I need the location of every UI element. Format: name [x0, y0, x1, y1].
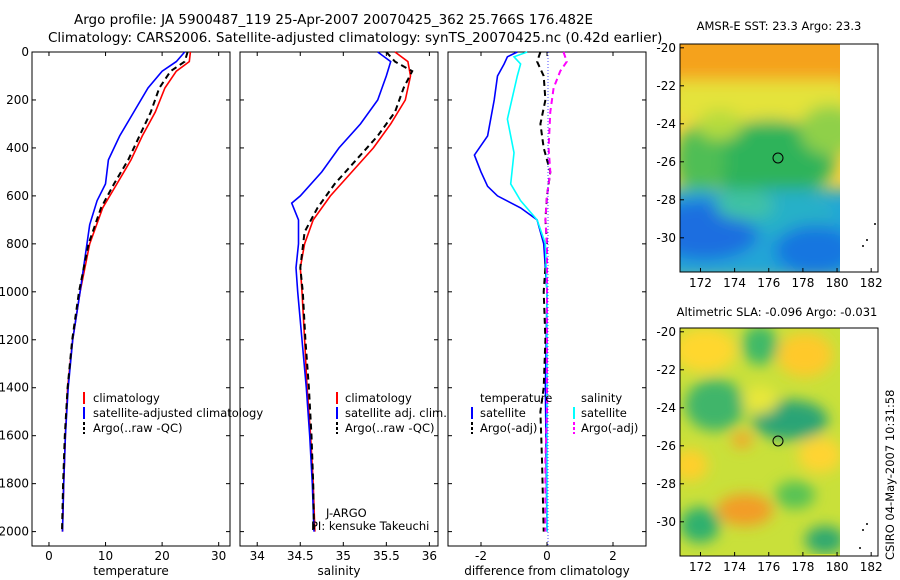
map-x-tick-label: 174 [723, 560, 746, 574]
series-line-salinity-argo-adj [544, 51, 568, 532]
x-tick-label: 34 [250, 549, 265, 563]
y-tick-label: 0 [21, 45, 29, 59]
sst-profile-marker [772, 152, 784, 164]
series-line-satellite-adjusted-climatology [61, 51, 186, 532]
pi-label: PI: kensuke Takeuchi [311, 519, 429, 533]
map-x-tick-label: 174 [723, 276, 746, 290]
temperature-legend: climatology satellite-adjusted climatolo… [83, 391, 263, 435]
y-tick-label: 800 [6, 237, 29, 251]
salinity-legend: climatology satellite adj. clim. Argo(..… [336, 391, 447, 435]
difference-series [473, 51, 568, 532]
map-y-tick-label: -28 [656, 193, 676, 207]
y-tick-label: 200 [6, 93, 29, 107]
sla-heatmap [680, 328, 840, 556]
map-y-tick-label: -22 [656, 79, 676, 93]
map-x-tick-label: 178 [791, 560, 814, 574]
difference-xlabel: difference from climatology [464, 564, 630, 578]
map-x-tick-label: 180 [826, 276, 849, 290]
program-label: J-ARGO [325, 506, 367, 520]
sst-map-axes: 172 174 176 178 180 182 -20 -22 -24 -26 -28 -30 [656, 41, 882, 290]
series-line-temperature-argo-adj [536, 51, 552, 532]
figure-title-line1: Argo profile: JA 5900487_119 25-Apr-2007… [74, 12, 593, 28]
figure-title-line2: Climatology: CARS2006. Satellite-adjuste… [48, 30, 662, 46]
series-line-satellite-adj-clim [290, 51, 392, 532]
legend-label-argo: Argo(..raw -QC) [345, 421, 435, 435]
y-tick-label: 1000 [0, 285, 29, 299]
map-y-tick-label: -30 [656, 231, 676, 245]
series-line-climatology [299, 51, 412, 532]
y-tick-label: 1400 [0, 381, 29, 395]
series-line-salinity-satellite [506, 51, 548, 532]
map-x-tick-label: 182 [860, 560, 883, 574]
legend-title-temperature: temperature [480, 391, 552, 405]
y-tick-label: 1200 [0, 333, 29, 347]
difference-axes: -2 0 2 [448, 51, 646, 563]
salinity-panel-frame [239, 51, 439, 547]
y-tick-label: 1800 [0, 477, 29, 491]
x-tick-label: 34.5 [287, 549, 314, 563]
legend-title-salinity: salinity [581, 391, 622, 405]
map-y-tick-label: -20 [656, 41, 676, 55]
sla-profile-marker [772, 435, 784, 447]
x-tick-label: 0 [45, 549, 53, 563]
x-tick-label: 2 [609, 549, 617, 563]
map-x-tick-label: 176 [757, 560, 780, 574]
x-tick-label: 0 [543, 549, 551, 563]
legend-label-temp-satellite: satellite [480, 406, 526, 420]
x-tick-label: 10 [98, 549, 113, 563]
temperature-axes: 0 10 20 30 0 200 400 600 800 1000 1200 1400 1600 1800… [0, 45, 230, 563]
map-x-tick-label: 182 [860, 276, 883, 290]
x-tick-label: 20 [154, 549, 169, 563]
legend-label-climatology: climatology [93, 391, 160, 405]
y-tick-label: 1600 [0, 429, 29, 443]
salinity-series [290, 51, 414, 532]
sla-map-frame [679, 327, 879, 557]
legend-label-argo: Argo(..raw -QC) [93, 421, 183, 435]
salinity-xlabel: salinity [317, 564, 360, 578]
sst-map-title: AMSR-E SST: 23.3 Argo: 23.3 [697, 19, 862, 33]
credit-label: CSIRO 04-May-2007 10:31:58 [883, 390, 897, 561]
sla-map-axes: 172 174 176 178 180 182 -20 -22 -24 -26 -28 -30 [656, 325, 882, 574]
map-x-tick-label: 178 [791, 276, 814, 290]
land-specks [859, 223, 876, 549]
map-x-tick-label: 172 [689, 560, 712, 574]
series-line-argo-raw-qc [299, 51, 414, 532]
series-line-temperature-satellite [473, 51, 548, 532]
difference-legend: temperature satellite Argo(-adj) salinit… [471, 391, 638, 435]
legend-label-sal-argo: Argo(-adj) [581, 421, 638, 435]
temperature-panel-frame [31, 51, 231, 547]
legend-label-temp-argo: Argo(-adj) [480, 421, 537, 435]
map-y-tick-label: -26 [656, 439, 676, 453]
map-x-tick-label: 172 [689, 276, 712, 290]
legend-label-satellite: satellite-adjusted climatology [93, 406, 263, 420]
y-tick-label: 2000 [0, 525, 29, 539]
map-y-tick-label: -26 [656, 155, 676, 169]
x-tick-label: 35.5 [373, 549, 400, 563]
temperature-xlabel: temperature [93, 564, 168, 578]
map-x-tick-label: 180 [826, 560, 849, 574]
sla-map-title: Altimetric SLA: -0.096 Argo: -0.031 [677, 305, 878, 319]
sst-map-frame [679, 43, 879, 273]
sst-heatmap [680, 44, 840, 272]
x-tick-label: -2 [475, 549, 487, 563]
temperature-series [61, 51, 192, 532]
salinity-axes: 34 34.5 35 35.5 36 [240, 51, 438, 563]
y-tick-label: 600 [6, 189, 29, 203]
map-y-tick-label: -22 [656, 363, 676, 377]
map-y-tick-label: -28 [656, 477, 676, 491]
map-y-tick-label: -20 [656, 325, 676, 339]
map-y-tick-label: -24 [656, 401, 676, 415]
y-tick-label: 400 [6, 141, 29, 155]
x-tick-label: 35 [336, 549, 351, 563]
legend-label-climatology: climatology [345, 391, 412, 405]
legend-label-sal-satellite: satellite [581, 406, 627, 420]
legend-label-satellite: satellite adj. clim. [345, 406, 447, 420]
map-y-tick-label: -30 [656, 515, 676, 529]
map-y-tick-label: -24 [656, 117, 676, 131]
x-tick-label: 30 [211, 549, 226, 563]
map-x-tick-label: 176 [757, 276, 780, 290]
x-tick-label: 36 [422, 549, 437, 563]
